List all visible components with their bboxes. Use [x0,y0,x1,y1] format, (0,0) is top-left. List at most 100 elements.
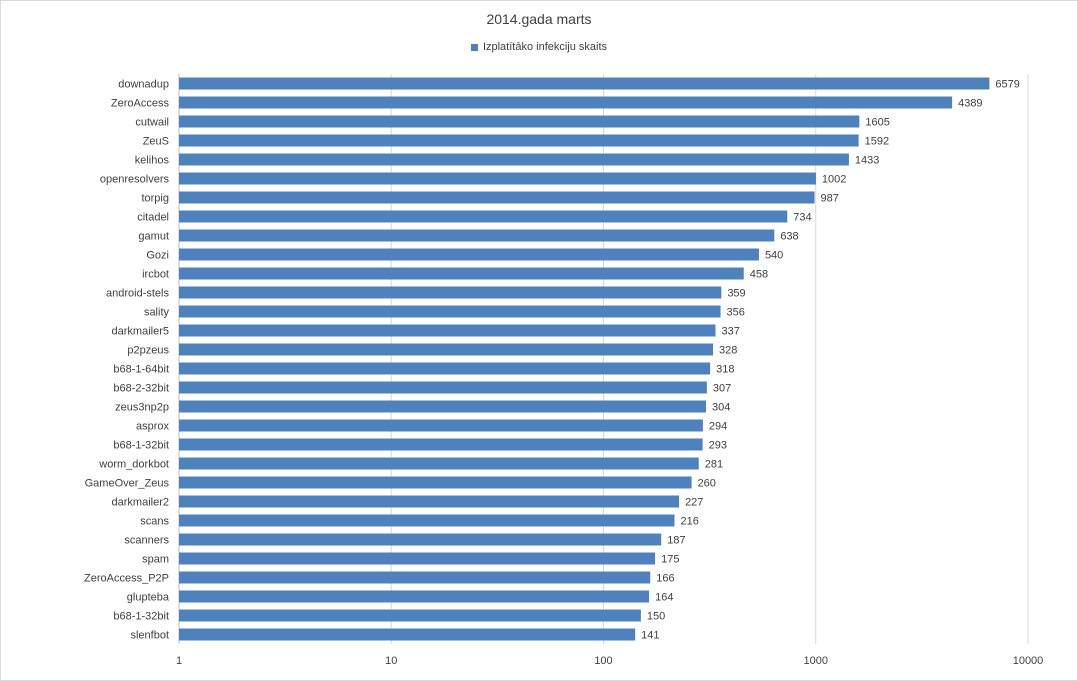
bar [179,381,707,394]
category-label: scans [140,516,169,528]
x-tick-label: 10 [385,655,397,667]
bar [179,419,703,432]
bar [179,286,722,299]
data-label: 458 [750,269,768,281]
data-label: 164 [655,592,673,604]
category-label: scanners [124,535,169,547]
bar [179,191,815,204]
data-label: 359 [727,288,745,300]
data-label: 187 [667,535,685,547]
data-label: 293 [709,440,727,452]
category-label: ZeroAccess [111,98,170,110]
bar [179,571,651,584]
legend-label: Izplatītāko infekciju skaits [482,41,608,53]
category-label: ZeuS [143,136,169,148]
bar [179,210,788,223]
bar [179,229,775,242]
bar [179,457,699,470]
bar [179,514,675,527]
category-label: p2pzeus [127,345,169,357]
data-label: 4389 [958,98,982,110]
data-label: 307 [713,383,731,395]
category-label: b68-1-64bit [113,364,169,376]
data-label: 281 [705,459,723,471]
category-label: cutwail [135,117,169,129]
category-label: GameOver_Zeus [85,478,170,490]
x-tick-label: 1000 [804,655,828,667]
data-label: 1002 [822,174,846,186]
bar [179,115,860,128]
bar [179,267,744,280]
bar [179,438,703,451]
bar [179,495,680,508]
data-label: 638 [780,231,798,243]
category-label: zeus3np2p [115,402,169,414]
x-tick-label: 100 [594,655,612,667]
legend: Izplatītāko infekciju skaits [0,41,1078,53]
data-label: 1605 [865,117,889,129]
category-label: worm_dorkbot [98,459,169,471]
category-label: ZeroAccess_P2P [84,573,169,585]
data-label: 540 [765,250,783,262]
data-label: 328 [719,345,737,357]
data-label: 260 [698,478,716,490]
bar [179,343,713,356]
data-label: 356 [727,307,745,319]
category-label: torpig [141,193,169,205]
data-label: 1433 [855,155,879,167]
category-label: Gozi [146,250,169,262]
data-label: 294 [709,421,727,433]
data-label: 216 [680,516,698,528]
data-label: 166 [656,573,674,585]
bar [179,305,721,318]
x-tick-label: 10000 [1013,655,1044,667]
data-label: 141 [641,630,659,642]
data-label: 150 [647,611,665,623]
category-label: b68-1-32bit [113,440,169,452]
category-label: downadup [118,79,169,91]
category-label: b68-2-32bit [113,383,169,395]
bar [179,609,641,622]
category-label: ircbot [142,269,169,281]
data-label: 337 [721,326,739,338]
category-label: citadel [137,212,169,224]
data-label: 304 [712,402,730,414]
bar [179,324,716,337]
category-label: openresolvers [100,174,170,186]
bar [179,248,759,261]
category-label: darkmailer5 [112,326,169,338]
category-label: b68-1-32bit [113,611,169,623]
category-label: asprox [136,421,170,433]
bar [179,153,849,166]
bar [179,533,662,546]
bar [179,628,636,641]
bar [179,400,706,413]
data-label: 318 [716,364,734,376]
category-label: glupteba [127,592,170,604]
data-label: 734 [793,212,811,224]
chart-title: 2014.gada marts [486,11,592,27]
bar [179,552,656,565]
category-label: sality [144,307,170,319]
bar [179,77,990,90]
category-label: spam [142,554,169,566]
bar [179,134,859,147]
data-label: 227 [685,497,703,509]
bar [179,362,711,375]
legend-swatch [470,43,478,51]
bar [179,96,953,109]
category-label: slenfbot [130,630,169,642]
data-label: 175 [661,554,679,566]
category-label: android-stels [106,288,169,300]
bar [179,172,816,185]
data-label: 1592 [865,136,889,148]
data-label: 6579 [995,79,1019,91]
bar [179,476,692,489]
x-tick-label: 1 [176,655,182,667]
data-label: 987 [821,193,839,205]
category-label: gamut [138,231,169,243]
bar [179,590,650,603]
category-label: darkmailer2 [112,497,169,509]
